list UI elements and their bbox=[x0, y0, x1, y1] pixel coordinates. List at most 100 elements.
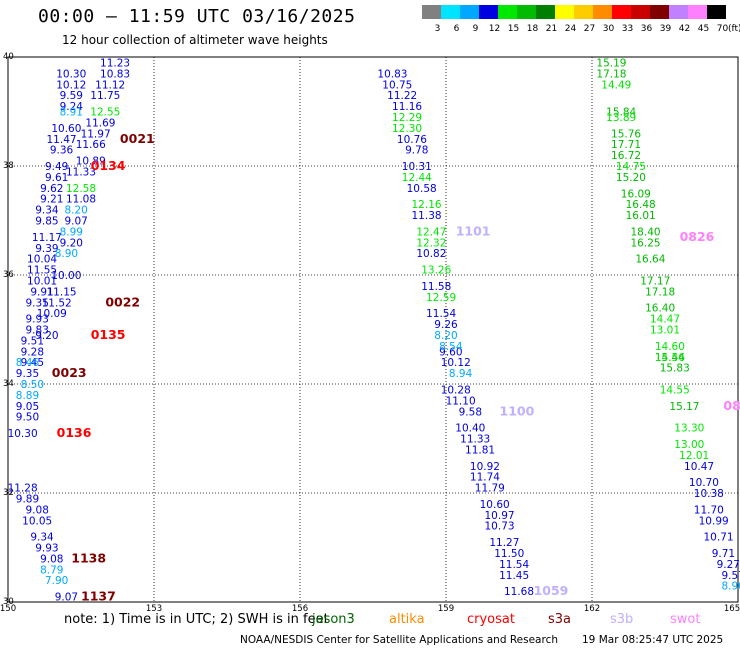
wave-height-value: 9.39 bbox=[35, 243, 58, 255]
wave-height-value: 9.83 bbox=[26, 325, 49, 337]
legend-swatch bbox=[650, 5, 669, 19]
wave-height-value: 10.83 bbox=[377, 68, 407, 80]
legend-label: 42 bbox=[679, 24, 690, 34]
wave-height-value: 11.70 bbox=[694, 504, 724, 516]
legend-swatch bbox=[441, 5, 460, 19]
wave-height-value: 8.99 bbox=[60, 226, 83, 238]
map-frame bbox=[7, 56, 739, 603]
legend-swatch bbox=[707, 5, 726, 19]
wave-height-value: 16.72 bbox=[611, 150, 641, 162]
wave-height-value: 11.17 bbox=[32, 232, 62, 244]
legend-swatch bbox=[422, 5, 441, 19]
wave-height-value: 11.23 bbox=[100, 57, 130, 69]
wave-height-value: 9.08 bbox=[26, 504, 49, 516]
wave-height-value: 9.58 bbox=[459, 406, 482, 418]
wave-height-value: 15.44 bbox=[655, 352, 685, 364]
wave-height-value: 10.30 bbox=[56, 68, 86, 80]
wave-height-value: 9.60 bbox=[439, 346, 462, 358]
legend-label: 18 bbox=[527, 24, 539, 34]
wave-height-value: 13.89 bbox=[606, 112, 636, 124]
wave-height-value: 11.22 bbox=[387, 90, 417, 102]
wave-height-value: 9.34 bbox=[30, 532, 54, 544]
legend-swatch bbox=[479, 5, 498, 19]
x-tick-label: 156 bbox=[292, 604, 308, 614]
legend-swatch bbox=[517, 5, 536, 19]
wave-height-value: 12.32 bbox=[416, 237, 446, 249]
wave-height-value: 10.38 bbox=[694, 488, 724, 500]
wave-height-value: 17.18 bbox=[596, 68, 626, 80]
wave-height-value: 11.33 bbox=[460, 434, 490, 446]
y-tick-label: 38 bbox=[3, 161, 14, 171]
wave-height-value: 11.75 bbox=[90, 90, 120, 102]
wave-height-value: 16.40 bbox=[645, 303, 675, 315]
legend-label: 33 bbox=[622, 24, 633, 34]
wave-height-value: 12.01 bbox=[679, 450, 709, 462]
wave-height-value: 11.68 bbox=[504, 586, 534, 598]
wave-height-value: 10.73 bbox=[485, 521, 515, 533]
y-tick-label: 34 bbox=[3, 379, 14, 389]
pass-time-label: 1138 bbox=[71, 550, 106, 565]
legend-swatch bbox=[574, 5, 593, 19]
wave-height-value: 8.79 bbox=[40, 564, 63, 576]
wave-height-value: 12.30 bbox=[392, 123, 422, 135]
page-title: 00:00 – 11:59 UTC 03/16/2025 bbox=[38, 6, 356, 27]
wave-height-value: 10.05 bbox=[22, 515, 52, 527]
legend-swatch bbox=[593, 5, 612, 19]
wave-height-value: 11.45 bbox=[499, 570, 529, 582]
wave-height-value: 11.97 bbox=[81, 128, 111, 140]
pass-time-label: 0826 bbox=[680, 229, 715, 244]
wave-height-value: 9.57 bbox=[721, 570, 740, 582]
wave-height-value: 10.76 bbox=[397, 134, 427, 146]
pass-time-label: 1100 bbox=[500, 403, 535, 418]
wave-height-value: 15.76 bbox=[611, 128, 641, 140]
wave-height-value: 9.62 bbox=[40, 183, 63, 195]
legend-label: 9 bbox=[473, 24, 479, 34]
wave-height-value: 10.28 bbox=[441, 384, 471, 396]
wave-height-value: 14.47 bbox=[650, 314, 680, 326]
wave-height-value: 15.83 bbox=[660, 363, 690, 375]
wave-height-value: 10.60 bbox=[480, 499, 510, 511]
legend-label: 36 bbox=[641, 24, 653, 34]
wave-height-value: 10.12 bbox=[56, 79, 86, 91]
wave-height-value: 14.60 bbox=[655, 341, 685, 353]
satellite-label-swot: swot bbox=[670, 612, 701, 627]
y-tick-label: 30 bbox=[3, 597, 14, 607]
wave-height-value: 11.81 bbox=[465, 444, 495, 456]
legend-label: 45 bbox=[698, 24, 709, 34]
wave-height-value: 11.33 bbox=[66, 166, 96, 178]
pass-time-label: 0134 bbox=[91, 158, 126, 173]
wave-height-value: 11.54 bbox=[426, 308, 456, 320]
wave-height-value: 8.54 bbox=[439, 341, 463, 353]
legend-label: 3 bbox=[435, 24, 441, 34]
wave-height-value: 10.47 bbox=[684, 461, 714, 473]
wave-height-value: 12.47 bbox=[416, 226, 446, 238]
wave-height-value: 11.16 bbox=[392, 101, 422, 113]
wave-height-value: 8.50 bbox=[21, 379, 44, 391]
wave-height-value: 12.44 bbox=[402, 172, 432, 184]
wave-height-value: 10.82 bbox=[416, 248, 446, 260]
wave-height-value: 8.20 bbox=[434, 330, 457, 342]
x-tick-label: 162 bbox=[584, 604, 600, 614]
legend-label: 39 bbox=[660, 24, 672, 34]
wave-height-value: 9.91 bbox=[30, 286, 53, 298]
wave-height-value: 16.64 bbox=[635, 254, 665, 266]
wave-height-value: 9.89 bbox=[16, 493, 39, 505]
wave-height-value: 8.90 bbox=[55, 248, 78, 260]
wave-height-value: 9.24 bbox=[60, 101, 84, 113]
wave-height-value: 8.89 bbox=[16, 390, 39, 402]
wave-height-value: 15.19 bbox=[596, 57, 626, 69]
pass-time-label: 0023 bbox=[52, 365, 87, 380]
wave-height-value: 12.29 bbox=[392, 112, 422, 124]
wave-height-value: 9.26 bbox=[434, 319, 458, 331]
pass-time-label: 0022 bbox=[105, 294, 140, 309]
wave-height-value: 10.04 bbox=[27, 254, 57, 266]
wave-height-value: 9.21 bbox=[40, 194, 63, 206]
wave-height-value: 15.84 bbox=[606, 107, 636, 119]
wave-height-value: 9.20 bbox=[35, 330, 58, 342]
wave-height-value: 9.08 bbox=[40, 553, 63, 565]
wave-height-value: 12.58 bbox=[66, 183, 96, 195]
wave-height-value: 11.08 bbox=[66, 194, 96, 206]
wave-height-value: 12.59 bbox=[426, 292, 456, 304]
